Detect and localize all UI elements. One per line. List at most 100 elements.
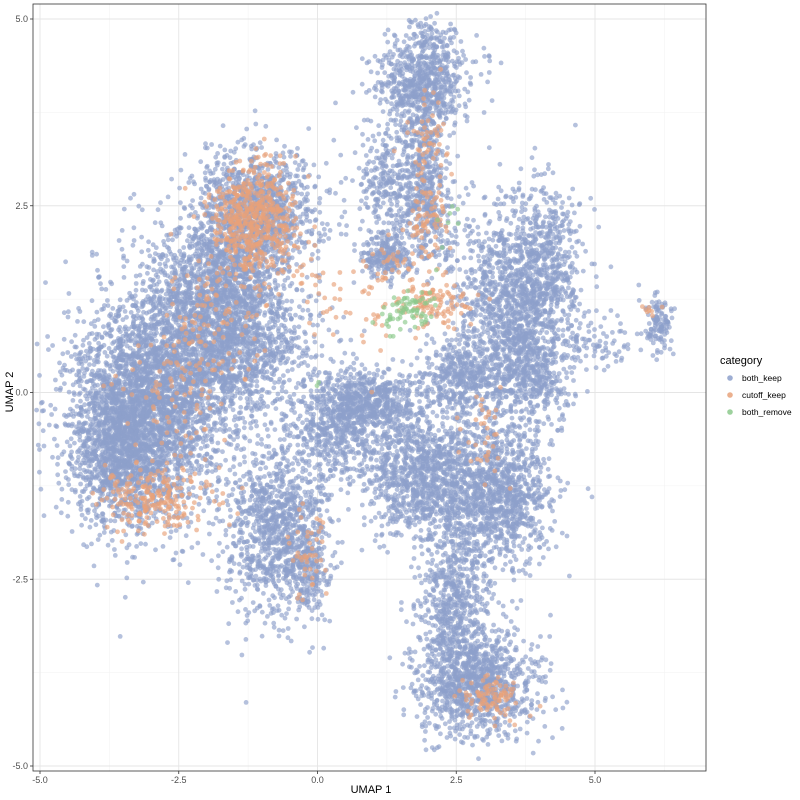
point-both-keep: [202, 490, 208, 496]
point-both-keep: [50, 343, 55, 348]
point-both-keep: [87, 524, 93, 530]
point-both-keep: [177, 562, 183, 568]
point-both-keep: [78, 445, 83, 451]
point-both-keep: [86, 494, 92, 500]
point-both-keep: [109, 468, 114, 474]
point-both-keep: [127, 404, 133, 410]
point-both-keep: [160, 377, 166, 382]
point-both-keep: [165, 257, 171, 263]
point-both-keep: [112, 553, 118, 558]
point-both-keep: [50, 454, 55, 460]
point-both-keep: [92, 474, 98, 480]
point-both-keep: [53, 423, 59, 429]
point-both-keep: [69, 423, 75, 429]
point-both-keep: [112, 463, 118, 469]
point-both-keep: [156, 279, 162, 285]
point-both-keep: [84, 475, 89, 481]
point-both-keep: [135, 394, 141, 399]
point-both-keep: [97, 420, 102, 425]
point-both-keep: [134, 544, 140, 549]
point-both-keep: [181, 448, 187, 454]
point-both-keep: [178, 395, 184, 401]
point-both-keep: [63, 259, 68, 265]
point-both-keep: [200, 439, 206, 445]
point-both-keep: [110, 354, 116, 359]
point-both-keep: [102, 471, 107, 476]
point-both-keep: [217, 427, 223, 432]
point-both-keep: [196, 471, 202, 476]
point-both-keep: [55, 472, 61, 478]
point-both-keep: [214, 487, 220, 493]
point-both-keep: [146, 239, 152, 245]
point-both-keep: [159, 410, 165, 415]
point-both-keep: [138, 541, 144, 546]
point-both-keep: [139, 234, 145, 240]
point-both-keep: [119, 228, 125, 233]
point-both-keep: [74, 424, 79, 430]
point-both-keep: [41, 443, 47, 449]
point-both-keep: [187, 280, 193, 286]
point-both-keep: [117, 297, 123, 303]
point-both-keep: [139, 314, 144, 320]
point-both-keep: [76, 368, 81, 374]
point-both-keep: [77, 466, 83, 472]
point-both-keep: [72, 344, 78, 350]
point-both-keep: [117, 393, 123, 399]
point-both-keep: [96, 274, 101, 280]
point-both-keep: [76, 412, 82, 417]
point-both-keep: [91, 563, 97, 569]
point-both-keep: [97, 433, 103, 439]
point-both-keep: [98, 397, 104, 402]
point-both-keep: [145, 270, 150, 276]
point-both-keep: [133, 281, 139, 286]
point-both-keep: [132, 555, 138, 560]
point-both-keep: [130, 242, 136, 248]
point-both-keep: [100, 511, 106, 517]
point-both-keep: [68, 354, 74, 359]
point-both-keep: [163, 297, 168, 302]
point-both-keep: [143, 343, 149, 349]
point-both-keep: [88, 391, 93, 396]
point-both-keep: [117, 341, 123, 346]
point-both-keep: [124, 560, 130, 565]
point-both-keep: [80, 342, 86, 348]
point-both-keep: [121, 275, 127, 280]
point-both-keep: [97, 532, 103, 538]
point-both-keep: [176, 410, 181, 416]
point-both-keep: [105, 416, 111, 421]
point-both-keep: [78, 507, 84, 512]
point-both-keep: [241, 425, 247, 431]
point-both-keep: [153, 547, 158, 553]
point-both-keep: [226, 441, 232, 447]
point-both-keep: [238, 395, 243, 401]
point-both-keep: [215, 440, 221, 446]
point-both-keep: [131, 350, 136, 356]
point-both-keep: [143, 358, 149, 364]
point-both-keep: [79, 361, 85, 367]
point-both-keep: [93, 453, 99, 459]
point-both-keep: [171, 420, 177, 425]
point-both-keep: [188, 511, 194, 516]
point-both-keep: [159, 447, 165, 452]
point-both-keep: [143, 541, 148, 547]
point-both-keep: [98, 491, 104, 496]
point-both-keep: [76, 352, 82, 358]
point-both-keep: [112, 518, 118, 524]
point-both-keep: [157, 311, 162, 317]
point-both-keep: [136, 203, 142, 209]
point-both-keep: [238, 410, 244, 415]
point-both-keep: [171, 557, 177, 562]
point-both-keep: [127, 378, 133, 383]
point-both-keep: [126, 542, 132, 548]
point-both-keep: [123, 381, 129, 387]
point-both-keep: [183, 444, 188, 449]
point-both-keep: [122, 594, 128, 600]
point-both-keep: [155, 364, 161, 370]
point-both-keep: [146, 322, 152, 328]
point-both-keep: [173, 550, 179, 556]
point-both-keep: [137, 453, 143, 459]
point-both-keep: [96, 427, 102, 433]
point-both-keep: [139, 390, 145, 395]
point-both-keep: [241, 434, 247, 439]
point-both-keep: [186, 486, 192, 491]
